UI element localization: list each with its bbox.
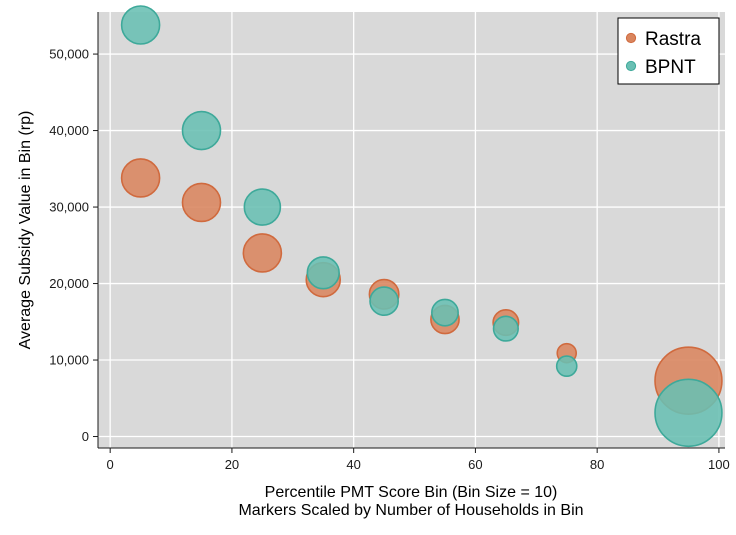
legend-label-rastra: Rastra xyxy=(645,29,701,50)
axes xyxy=(97,12,725,449)
y-tick-label: 40,000 xyxy=(49,123,89,138)
x-tick-label: 40 xyxy=(346,457,360,472)
x-tick-label: 20 xyxy=(225,457,239,472)
marker-bpnt xyxy=(306,256,340,290)
marker-bpnt xyxy=(555,355,578,378)
legend-marker-rastra xyxy=(625,32,637,44)
y-tick-label: 50,000 xyxy=(49,47,89,62)
y-tick-label: 30,000 xyxy=(49,200,89,215)
plot-area xyxy=(98,12,725,448)
legend-box xyxy=(617,17,720,85)
y-axis-title: Average Subsidy Value in Bin (rp) xyxy=(17,111,34,350)
marker-bpnt xyxy=(120,5,161,45)
legend-marker-bpnt xyxy=(625,60,637,72)
markers xyxy=(120,5,723,448)
x-axis-subtitle: Markers Scaled by Number of Households i… xyxy=(238,502,583,519)
marker-bpnt xyxy=(181,110,222,151)
legend-label-bpnt: BPNT xyxy=(645,57,696,78)
marker-bpnt xyxy=(654,378,723,448)
marker-bpnt xyxy=(492,315,519,342)
x-axis-title: Percentile PMT Score Bin (Bin Size = 10) xyxy=(265,484,558,501)
ticks: 0 20 40 60 80 100 0 10,000 20,000 30,000 40,000 50,… xyxy=(49,47,730,472)
marker-rastra xyxy=(120,158,161,198)
legend: Rastra BPNT xyxy=(617,17,720,85)
x-tick-label: 60 xyxy=(468,457,482,472)
marker-rastra xyxy=(181,182,222,223)
y-tick-label: 0 xyxy=(82,429,89,444)
marker-bpnt xyxy=(431,298,459,327)
marker-bpnt xyxy=(243,188,282,226)
x-tick-label: 80 xyxy=(590,457,604,472)
y-tick-label: 10,000 xyxy=(49,353,89,368)
marker-bpnt xyxy=(369,286,399,317)
marker-rastra xyxy=(242,233,283,273)
x-tick-label: 0 xyxy=(107,457,114,472)
y-tick-label: 20,000 xyxy=(49,276,89,291)
x-tick-label: 100 xyxy=(708,457,730,472)
grid-lines xyxy=(98,12,725,448)
